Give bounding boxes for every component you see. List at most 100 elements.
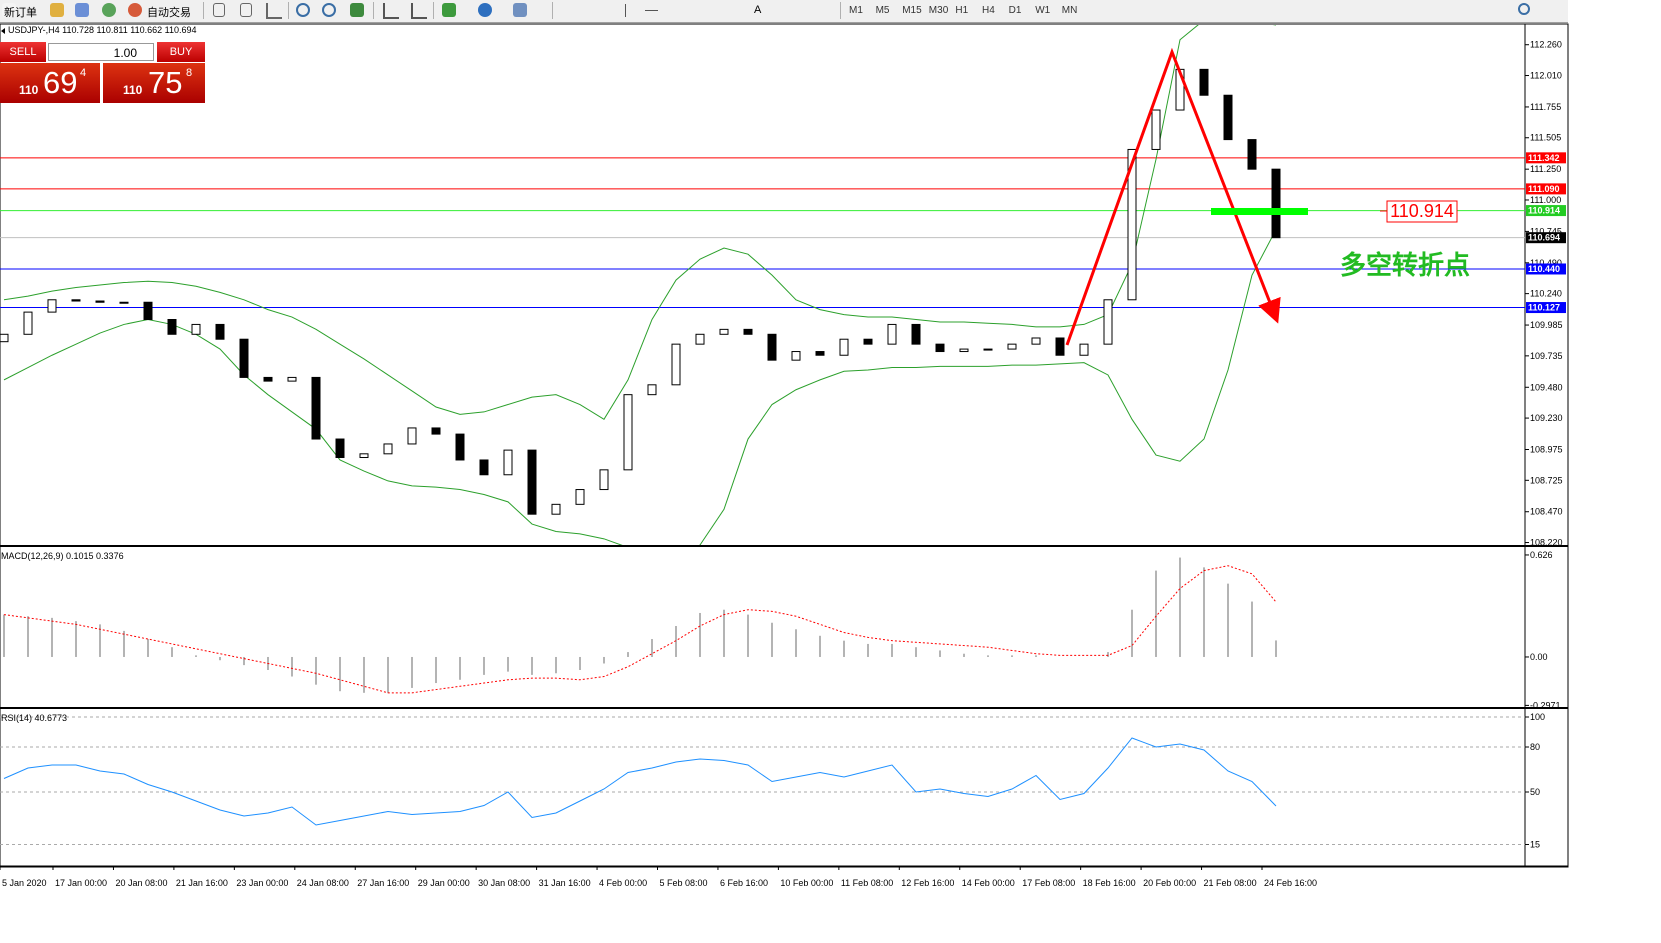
candle [431, 427, 441, 435]
timeframe[interactable]: M15 [902, 5, 922, 16]
icon[interactable] [213, 3, 225, 17]
one-click-trading: SELL 1.00 BUY 110 69 4 110 75 8 [0, 42, 206, 104]
icon [2, 3, 16, 17]
x-tick-label: 31 Jan 16:00 [539, 878, 591, 888]
timeframe[interactable]: M5 [875, 5, 890, 16]
icon[interactable] [240, 3, 252, 17]
icon[interactable] [442, 3, 456, 17]
axes: 112.260 112.010 111.755 111.505 111.250 111.0… [0, 40, 1566, 888]
candle [311, 376, 321, 440]
price-digits: 69 [43, 65, 78, 100]
auto-trading[interactable]: 自动交易 [147, 7, 191, 19]
candle [959, 348, 969, 353]
icon[interactable] [513, 3, 527, 17]
candle [1271, 168, 1281, 239]
candle [791, 351, 801, 361]
candle [455, 433, 465, 461]
y-tick-label: 109.735 [1530, 351, 1563, 361]
candle [239, 338, 249, 378]
icon[interactable] [50, 3, 64, 17]
sell-price[interactable]: 110 69 4 [0, 63, 100, 103]
price-small: 8 [186, 67, 193, 79]
price-callout-text: 110.914 [1390, 201, 1454, 221]
candle [863, 338, 873, 345]
timeframe[interactable]: MN [1061, 5, 1078, 16]
icon[interactable] [478, 3, 492, 17]
separator [203, 2, 204, 19]
icon[interactable] [411, 3, 427, 19]
separator [433, 2, 434, 19]
candle [335, 438, 345, 459]
candle [119, 301, 129, 304]
buy-price[interactable]: 110 75 8 [103, 63, 205, 103]
rsi-line [3, 737, 1277, 826]
separator [552, 2, 553, 19]
toolbar: 新订单 自动交易 A M1 M5 M15 M30 H1 H4 D1 W1 MN [0, 0, 1568, 23]
candle [527, 449, 537, 515]
candle [23, 311, 33, 335]
timeframe[interactable]: D1 [1008, 5, 1022, 16]
timeframe[interactable]: M30 [928, 5, 949, 16]
candle [647, 384, 657, 396]
candle [839, 338, 849, 356]
icon[interactable] [383, 3, 399, 19]
bollinger-upper [3, 25, 1276, 421]
x-tick-label: 6 Feb 16:00 [720, 878, 768, 888]
timeframe[interactable]: H1 [955, 5, 969, 16]
candle [1055, 337, 1065, 356]
x-tick-label: 17 Jan 00:00 [55, 878, 107, 888]
icon[interactable] [75, 3, 89, 17]
timeframe[interactable]: H4 [982, 5, 995, 16]
y-tick-label: 80 [1530, 742, 1540, 752]
separator [840, 2, 841, 19]
icon[interactable] [350, 3, 364, 17]
icon[interactable] [128, 3, 142, 17]
y-tick-label: 110.240 [1530, 289, 1562, 299]
y-tick-label: 112.010 [1530, 71, 1562, 81]
rsi-title: RSI(14) 40.6773 [1, 713, 67, 723]
x-tick-label: 27 Jan 16:00 [357, 878, 409, 888]
icon[interactable] [266, 3, 282, 19]
candle [95, 300, 105, 303]
text-tool[interactable]: A [754, 4, 762, 16]
price-level-box [1526, 263, 1566, 275]
macd-title: MACD(12,26,9) 0.1015 0.3376 [1, 551, 124, 561]
annotation: 多空转折点 [1340, 250, 1470, 280]
buy-button[interactable]: BUY [157, 42, 205, 62]
candle [1007, 343, 1017, 350]
horizontal-line-tool[interactable] [645, 10, 658, 11]
timeframe[interactable]: M1 [849, 5, 863, 16]
sell-button[interactable]: SELL [0, 42, 46, 62]
trend-arrow [1065, 47, 1281, 346]
candle [1103, 299, 1113, 345]
search[interactable] [1518, 3, 1530, 15]
icon[interactable] [102, 3, 116, 17]
icon[interactable] [322, 3, 336, 17]
candle [767, 333, 777, 361]
candle [0, 333, 9, 343]
lot-input[interactable]: 1.00 [48, 43, 154, 61]
x-tick-label: 11 Feb 08:00 [841, 878, 893, 888]
candle [1199, 68, 1209, 96]
y-tick-label: 100 [1530, 712, 1545, 722]
candle [191, 323, 201, 335]
candle [695, 333, 705, 345]
x-tick-label: 5 Jan 2020 [2, 878, 47, 888]
new-order[interactable]: 新订单 [4, 7, 37, 19]
candle [47, 299, 57, 313]
price-level-box [1526, 205, 1566, 217]
timeframe[interactable]: W1 [1035, 5, 1051, 16]
y-tick-label: 108.975 [1530, 445, 1563, 455]
icon[interactable] [296, 3, 310, 17]
x-tick-label: 23 Jan 00:00 [236, 878, 288, 888]
y-tick-label: 50 [1530, 787, 1540, 797]
x-tick-label: 17 Feb 08:00 [1022, 878, 1075, 888]
candle [263, 376, 273, 382]
macd-signal [3, 565, 1277, 694]
price-level-label: 110.440 [1528, 264, 1560, 274]
candle [1079, 343, 1089, 356]
vertical-line-tool[interactable] [625, 4, 626, 17]
candle [71, 299, 81, 302]
y-tick-label: 111.250 [1530, 164, 1561, 174]
x-tick-label: 29 Jan 00:00 [418, 878, 470, 888]
